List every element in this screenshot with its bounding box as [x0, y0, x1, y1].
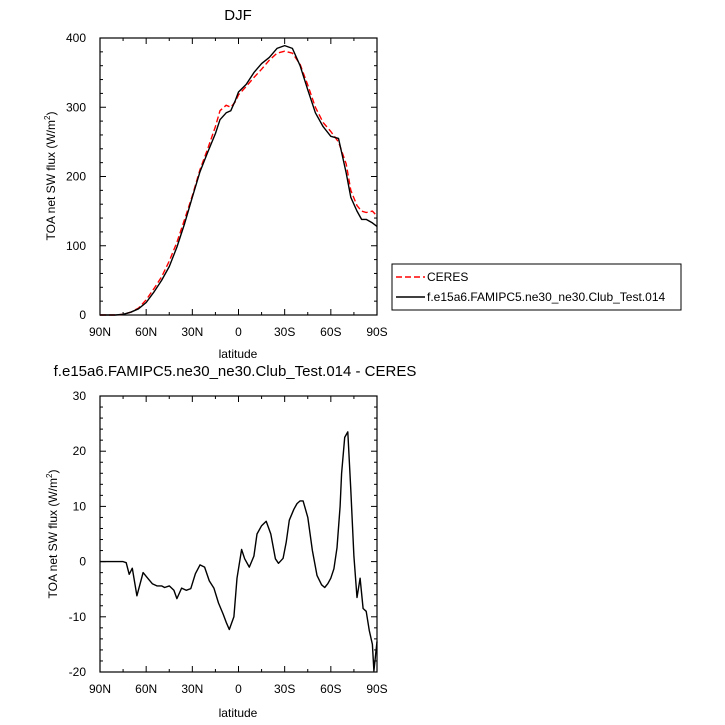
x-tick-label: 30N	[181, 325, 203, 339]
y-tick-label: 400	[66, 31, 86, 45]
x-axis-label: latitude	[219, 347, 258, 361]
y-tick-label: 0	[79, 555, 86, 569]
x-tick-label: 60N	[135, 682, 157, 696]
chart-djf: DJF 90N 60N 30N 0 30S 60S 90S 0 100 200 300 400 la…	[43, 7, 682, 361]
y-tick-labels: 0 100 200 300 400	[66, 31, 86, 322]
plot-frame	[99, 395, 378, 673]
series-group	[100, 44, 378, 316]
x-tick-label: 0	[235, 682, 242, 696]
y-tick-label: 20	[73, 444, 87, 458]
y-tick-labels: -20 -10 0 10 20 30	[69, 389, 87, 679]
y-axis-label: TOA net SW flux (W/m2)	[45, 470, 60, 599]
x-tick-labels: 90N 60N 30N 0 30S 60S 90S	[89, 682, 388, 696]
x-tick-label: 30S	[274, 325, 295, 339]
x-tick-label: 90S	[366, 325, 387, 339]
series-line-0	[100, 50, 378, 316]
legend: CERES f.e15a6.FAMIPC5.ne30_ne30.Club_Tes…	[391, 263, 682, 311]
x-tick-label: 60S	[320, 325, 341, 339]
x-tick-label: 0	[235, 325, 242, 339]
chart-title: f.e15a6.FAMIPC5.ne30_ne30.Club_Test.014 …	[54, 363, 417, 380]
x-tick-label: 30N	[181, 682, 203, 696]
x-tick-label: 90N	[89, 325, 111, 339]
x-tick-label: 90S	[366, 682, 387, 696]
y-axis-label: TOA net SW flux (W/m2)	[43, 112, 58, 241]
legend-box	[391, 263, 682, 311]
y-tick-label: 10	[73, 499, 87, 513]
y-tick-label: -10	[69, 610, 87, 624]
plot-frame	[99, 37, 378, 316]
series-line-1	[100, 44, 378, 316]
x-axis-label: latitude	[219, 706, 258, 720]
y-tick-label: 300	[66, 100, 86, 114]
plot-border	[99, 395, 378, 673]
x-tick-label: 60S	[320, 682, 341, 696]
x-tick-label: 90N	[89, 682, 111, 696]
x-tick-label: 30S	[274, 682, 295, 696]
x-tick-labels: 90N 60N 30N 0 30S 60S 90S	[89, 325, 388, 339]
chart-difference: f.e15a6.FAMIPC5.ne30_ne30.Club_Test.014 …	[45, 363, 416, 720]
y-tick-label: 200	[66, 170, 86, 184]
series-group	[100, 431, 378, 672]
y-tick-label: 100	[66, 239, 86, 253]
legend-label-model: f.e15a6.FAMIPC5.ne30_ne30.Club_Test.014	[427, 290, 665, 304]
legend-label-ceres: CERES	[427, 270, 468, 284]
series-line-0	[100, 431, 378, 672]
y-tick-label: 0	[79, 308, 86, 322]
y-tick-label: 30	[73, 389, 87, 403]
y-tick-label: -20	[69, 665, 87, 679]
x-tick-label: 60N	[135, 325, 157, 339]
chart-title: DJF	[224, 7, 252, 24]
plot-border	[99, 37, 378, 316]
